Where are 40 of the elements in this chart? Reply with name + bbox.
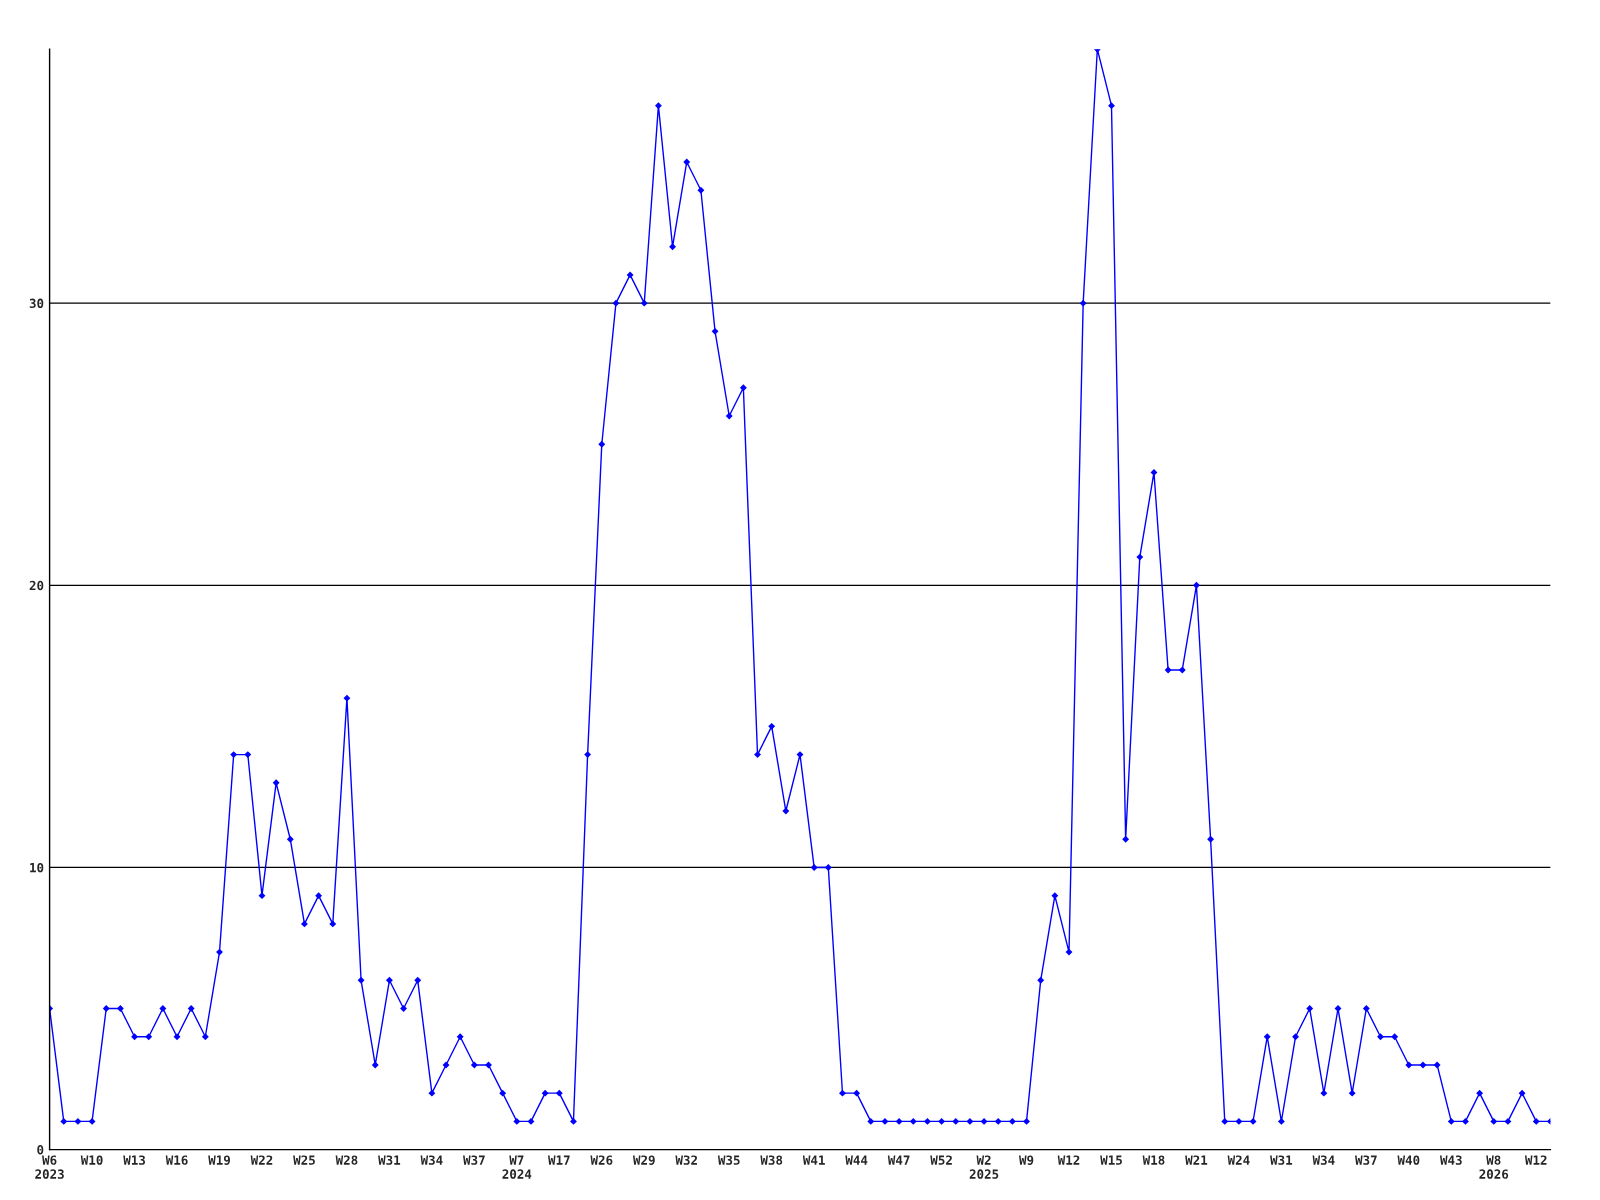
x-tick-label: W34	[420, 1155, 443, 1165]
x-tick-label: W18	[1142, 1155, 1165, 1165]
x-tick-label: W12	[1057, 1155, 1080, 1165]
x-tick-label: W6 2023	[35, 1155, 64, 1179]
x-tick-label: W25	[293, 1155, 315, 1165]
x-tick-label: W37	[1355, 1155, 1377, 1165]
x-tick-label: W12	[1524, 1155, 1547, 1165]
x-tick-label: W34	[1312, 1155, 1335, 1165]
x-tick-label: W43	[1440, 1155, 1462, 1165]
x-tick-label: W29	[632, 1155, 655, 1165]
y-tick-label: 0	[37, 1145, 44, 1155]
x-tick-label: W37	[463, 1155, 485, 1165]
x-tick-label: W2 2025	[969, 1155, 999, 1179]
x-tick-label: W19	[208, 1155, 230, 1165]
y-tick-label: 10	[30, 862, 44, 873]
x-tick-label: W44	[845, 1155, 868, 1165]
x-tick-label: W31	[378, 1155, 401, 1165]
x-tick-label: W31	[1270, 1155, 1293, 1165]
x-tick-label: W35	[717, 1155, 740, 1165]
x-tick-label: W52	[930, 1155, 952, 1165]
x-tick-label: W10	[80, 1155, 103, 1165]
y-tick-label: 30	[29, 298, 44, 309]
x-tick-label: W26	[590, 1155, 613, 1165]
x-tick-label: W15	[1100, 1155, 1122, 1165]
x-tick-label: W38	[760, 1155, 783, 1165]
x-tick-label: W13	[123, 1155, 146, 1165]
x-tick-label: W7 2024	[502, 1155, 532, 1179]
x-tick-label: W16	[165, 1155, 188, 1165]
x-tick-label: W24	[1227, 1155, 1250, 1165]
x-tick-label: W28	[335, 1155, 358, 1165]
x-tick-label: W17	[548, 1155, 570, 1165]
x-tick-label: W32	[675, 1155, 697, 1165]
x-tick-label: W21	[1185, 1155, 1208, 1165]
x-tick-label: W9	[1019, 1155, 1034, 1165]
x-tick-label: W8 2026	[1479, 1155, 1509, 1179]
x-tick-label: W40	[1397, 1155, 1420, 1165]
y-tick-label: 20	[29, 580, 44, 591]
x-tick-label: W47	[887, 1155, 910, 1165]
x-tick-label: W22	[250, 1155, 273, 1165]
x-tick-label: W41	[802, 1155, 825, 1165]
